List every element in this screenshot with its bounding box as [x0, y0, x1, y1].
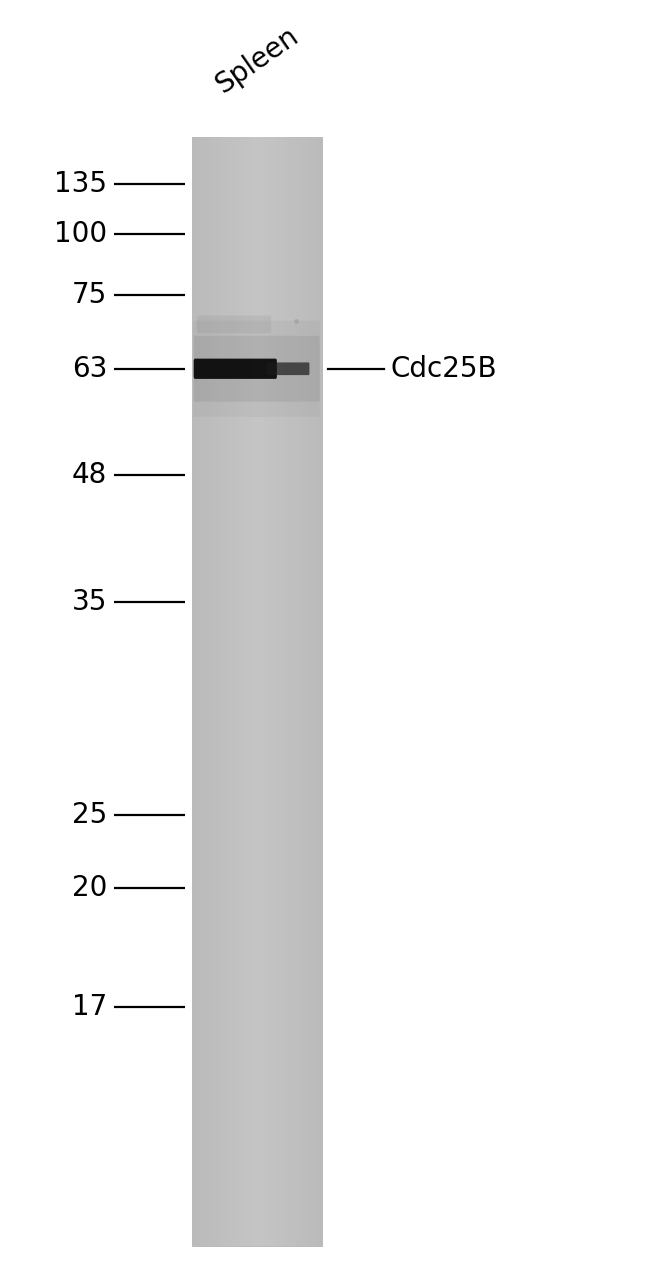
Bar	[311, 137, 314, 1246]
Bar	[213, 137, 216, 1246]
Bar	[291, 137, 294, 1246]
Bar	[229, 137, 231, 1246]
Bar	[205, 137, 207, 1246]
Bar	[268, 137, 270, 1246]
Bar	[233, 137, 236, 1246]
Bar	[192, 137, 194, 1246]
Bar	[283, 137, 285, 1246]
Text: 35: 35	[72, 588, 107, 616]
Bar	[285, 137, 288, 1246]
Bar	[315, 137, 318, 1246]
FancyBboxPatch shape	[194, 336, 320, 402]
Bar	[302, 137, 305, 1246]
Bar	[287, 137, 290, 1246]
Text: Spleen: Spleen	[210, 22, 304, 99]
Bar	[216, 137, 218, 1246]
Bar	[263, 137, 266, 1246]
Bar	[239, 137, 242, 1246]
Bar	[203, 137, 205, 1246]
Bar	[296, 137, 298, 1246]
Bar	[317, 137, 320, 1246]
Bar	[255, 137, 257, 1246]
Text: 17: 17	[72, 994, 107, 1022]
Text: 135: 135	[54, 170, 107, 198]
Bar	[307, 137, 309, 1246]
Bar	[237, 137, 240, 1246]
Bar	[261, 137, 264, 1246]
Bar	[257, 137, 259, 1246]
Bar	[304, 137, 307, 1246]
Bar	[224, 137, 227, 1246]
Bar	[272, 137, 275, 1246]
FancyBboxPatch shape	[194, 358, 277, 379]
Bar	[231, 137, 233, 1246]
Bar	[211, 137, 214, 1246]
Bar	[192, 137, 322, 1246]
Bar	[259, 137, 262, 1246]
Bar	[200, 137, 203, 1246]
Bar	[222, 137, 225, 1246]
Bar	[274, 137, 277, 1246]
Bar	[196, 137, 199, 1246]
Bar	[320, 137, 322, 1246]
Bar	[276, 137, 279, 1246]
Text: 75: 75	[72, 281, 107, 309]
Bar	[309, 137, 311, 1246]
Bar	[294, 137, 296, 1246]
Bar	[209, 137, 212, 1246]
Text: 25: 25	[72, 801, 107, 829]
Bar	[235, 137, 238, 1246]
Bar	[242, 137, 244, 1246]
Bar	[250, 137, 253, 1246]
FancyBboxPatch shape	[194, 320, 320, 417]
Text: 63: 63	[72, 355, 107, 383]
Bar	[207, 137, 210, 1246]
Bar	[270, 137, 272, 1246]
Bar	[244, 137, 246, 1246]
Text: 48: 48	[72, 461, 107, 489]
Bar	[248, 137, 251, 1246]
Bar	[218, 137, 220, 1246]
Bar	[265, 137, 268, 1246]
Bar	[226, 137, 229, 1246]
Text: 100: 100	[54, 220, 107, 248]
Bar	[194, 137, 197, 1246]
Text: Cdc25B: Cdc25B	[390, 355, 497, 383]
Bar	[278, 137, 281, 1246]
Bar	[281, 137, 283, 1246]
Bar	[300, 137, 303, 1246]
FancyBboxPatch shape	[266, 362, 309, 375]
Bar	[313, 137, 316, 1246]
Bar	[298, 137, 301, 1246]
Text: 20: 20	[72, 874, 107, 902]
Bar	[252, 137, 255, 1246]
Bar	[246, 137, 249, 1246]
Bar	[289, 137, 292, 1246]
Bar	[220, 137, 223, 1246]
FancyBboxPatch shape	[197, 315, 271, 333]
Bar	[198, 137, 201, 1246]
